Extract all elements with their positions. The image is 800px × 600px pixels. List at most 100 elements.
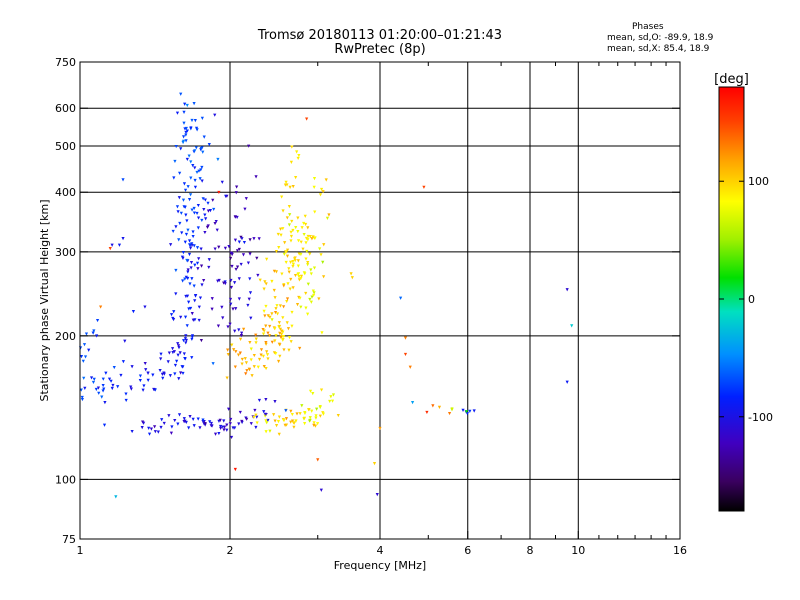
data-point: [288, 185, 292, 189]
data-point: [182, 121, 186, 125]
data-point: [187, 307, 191, 311]
data-point: [185, 324, 189, 328]
data-point: [319, 388, 324, 392]
data-point: [320, 331, 324, 335]
data-point: [256, 365, 260, 369]
x-tick-label: 6: [464, 544, 471, 557]
y-axis-label: Stationary phase Virtual Height [km]: [38, 199, 51, 401]
data-point: [226, 352, 230, 357]
data-point: [158, 368, 162, 373]
data-point: [282, 305, 286, 309]
data-point: [263, 412, 267, 416]
data-point: [277, 321, 281, 325]
data-point: [278, 331, 282, 335]
data-point: [235, 249, 240, 253]
data-point: [161, 376, 165, 381]
data-point: [101, 389, 105, 393]
data-point: [249, 358, 253, 362]
data-point: [263, 314, 267, 318]
data-point: [188, 193, 193, 197]
data-point: [97, 391, 101, 395]
data-point: [258, 278, 262, 282]
data-point: [308, 416, 312, 420]
data-point: [237, 240, 241, 244]
y-tick-label: 400: [55, 186, 76, 199]
data-point: [201, 197, 205, 201]
data-point: [281, 316, 285, 320]
data-point: [306, 226, 310, 230]
data-point: [197, 318, 201, 323]
data-point: [210, 307, 214, 311]
data-point: [166, 360, 170, 364]
data-point: [291, 421, 296, 425]
x-tick-label: 8: [527, 544, 534, 557]
data-point: [197, 257, 201, 261]
phase-stats-heading: Phases: [632, 22, 664, 32]
data-point: [230, 343, 234, 347]
data-point: [275, 312, 280, 316]
data-point: [296, 264, 300, 268]
data-point: [328, 399, 332, 404]
data-point: [200, 116, 204, 120]
data-point: [188, 282, 192, 286]
data-point: [196, 226, 200, 230]
data-point: [291, 259, 295, 264]
data-point: [179, 147, 183, 151]
data-point: [200, 283, 204, 287]
data-point: [570, 324, 574, 328]
data-point: [183, 356, 187, 361]
data-point: [299, 274, 304, 279]
data-point: [291, 228, 295, 233]
data-point: [263, 280, 267, 284]
data-point: [324, 178, 328, 182]
data-point: [202, 207, 206, 212]
data-point: [284, 260, 288, 265]
data-point: [110, 386, 114, 391]
data-point: [203, 423, 207, 427]
data-point: [203, 230, 207, 235]
data-point: [103, 401, 107, 405]
data-point: [247, 144, 251, 148]
data-point: [284, 180, 288, 184]
data-point: [204, 217, 208, 221]
data-point: [372, 462, 377, 466]
data-point: [288, 287, 292, 291]
data-point: [192, 211, 197, 215]
data-point: [305, 249, 309, 254]
data-point: [197, 169, 201, 173]
data-point: [290, 324, 294, 328]
data-point: [192, 424, 196, 428]
data-point: [206, 201, 210, 205]
data-point: [153, 430, 157, 434]
data-point: [146, 378, 150, 382]
data-point: [425, 410, 429, 415]
y-tick-label: 750: [55, 56, 76, 69]
data-point: [229, 285, 234, 290]
data-point: [192, 244, 196, 248]
data-point: [287, 267, 291, 271]
data-point: [291, 264, 295, 269]
data-point: [302, 416, 307, 420]
data-point: [239, 262, 243, 267]
data-point: [208, 420, 212, 424]
data-point: [255, 256, 259, 260]
data-point: [187, 252, 192, 257]
data-point: [184, 275, 188, 279]
data-point: [290, 419, 295, 423]
x-tick-label: 10: [571, 544, 585, 557]
data-point: [234, 267, 238, 272]
data-point: [217, 245, 221, 249]
data-point: [304, 236, 309, 241]
data-point: [262, 309, 266, 313]
data-point: [100, 395, 104, 399]
data-point: [322, 275, 326, 279]
data-point: [267, 334, 272, 338]
data-point: [233, 215, 237, 219]
data-point: [225, 376, 229, 380]
data-point: [242, 327, 246, 331]
data-point: [287, 223, 291, 227]
data-point: [202, 135, 206, 139]
data-point: [350, 276, 354, 280]
data-point: [89, 376, 94, 380]
data-point: [187, 198, 192, 202]
